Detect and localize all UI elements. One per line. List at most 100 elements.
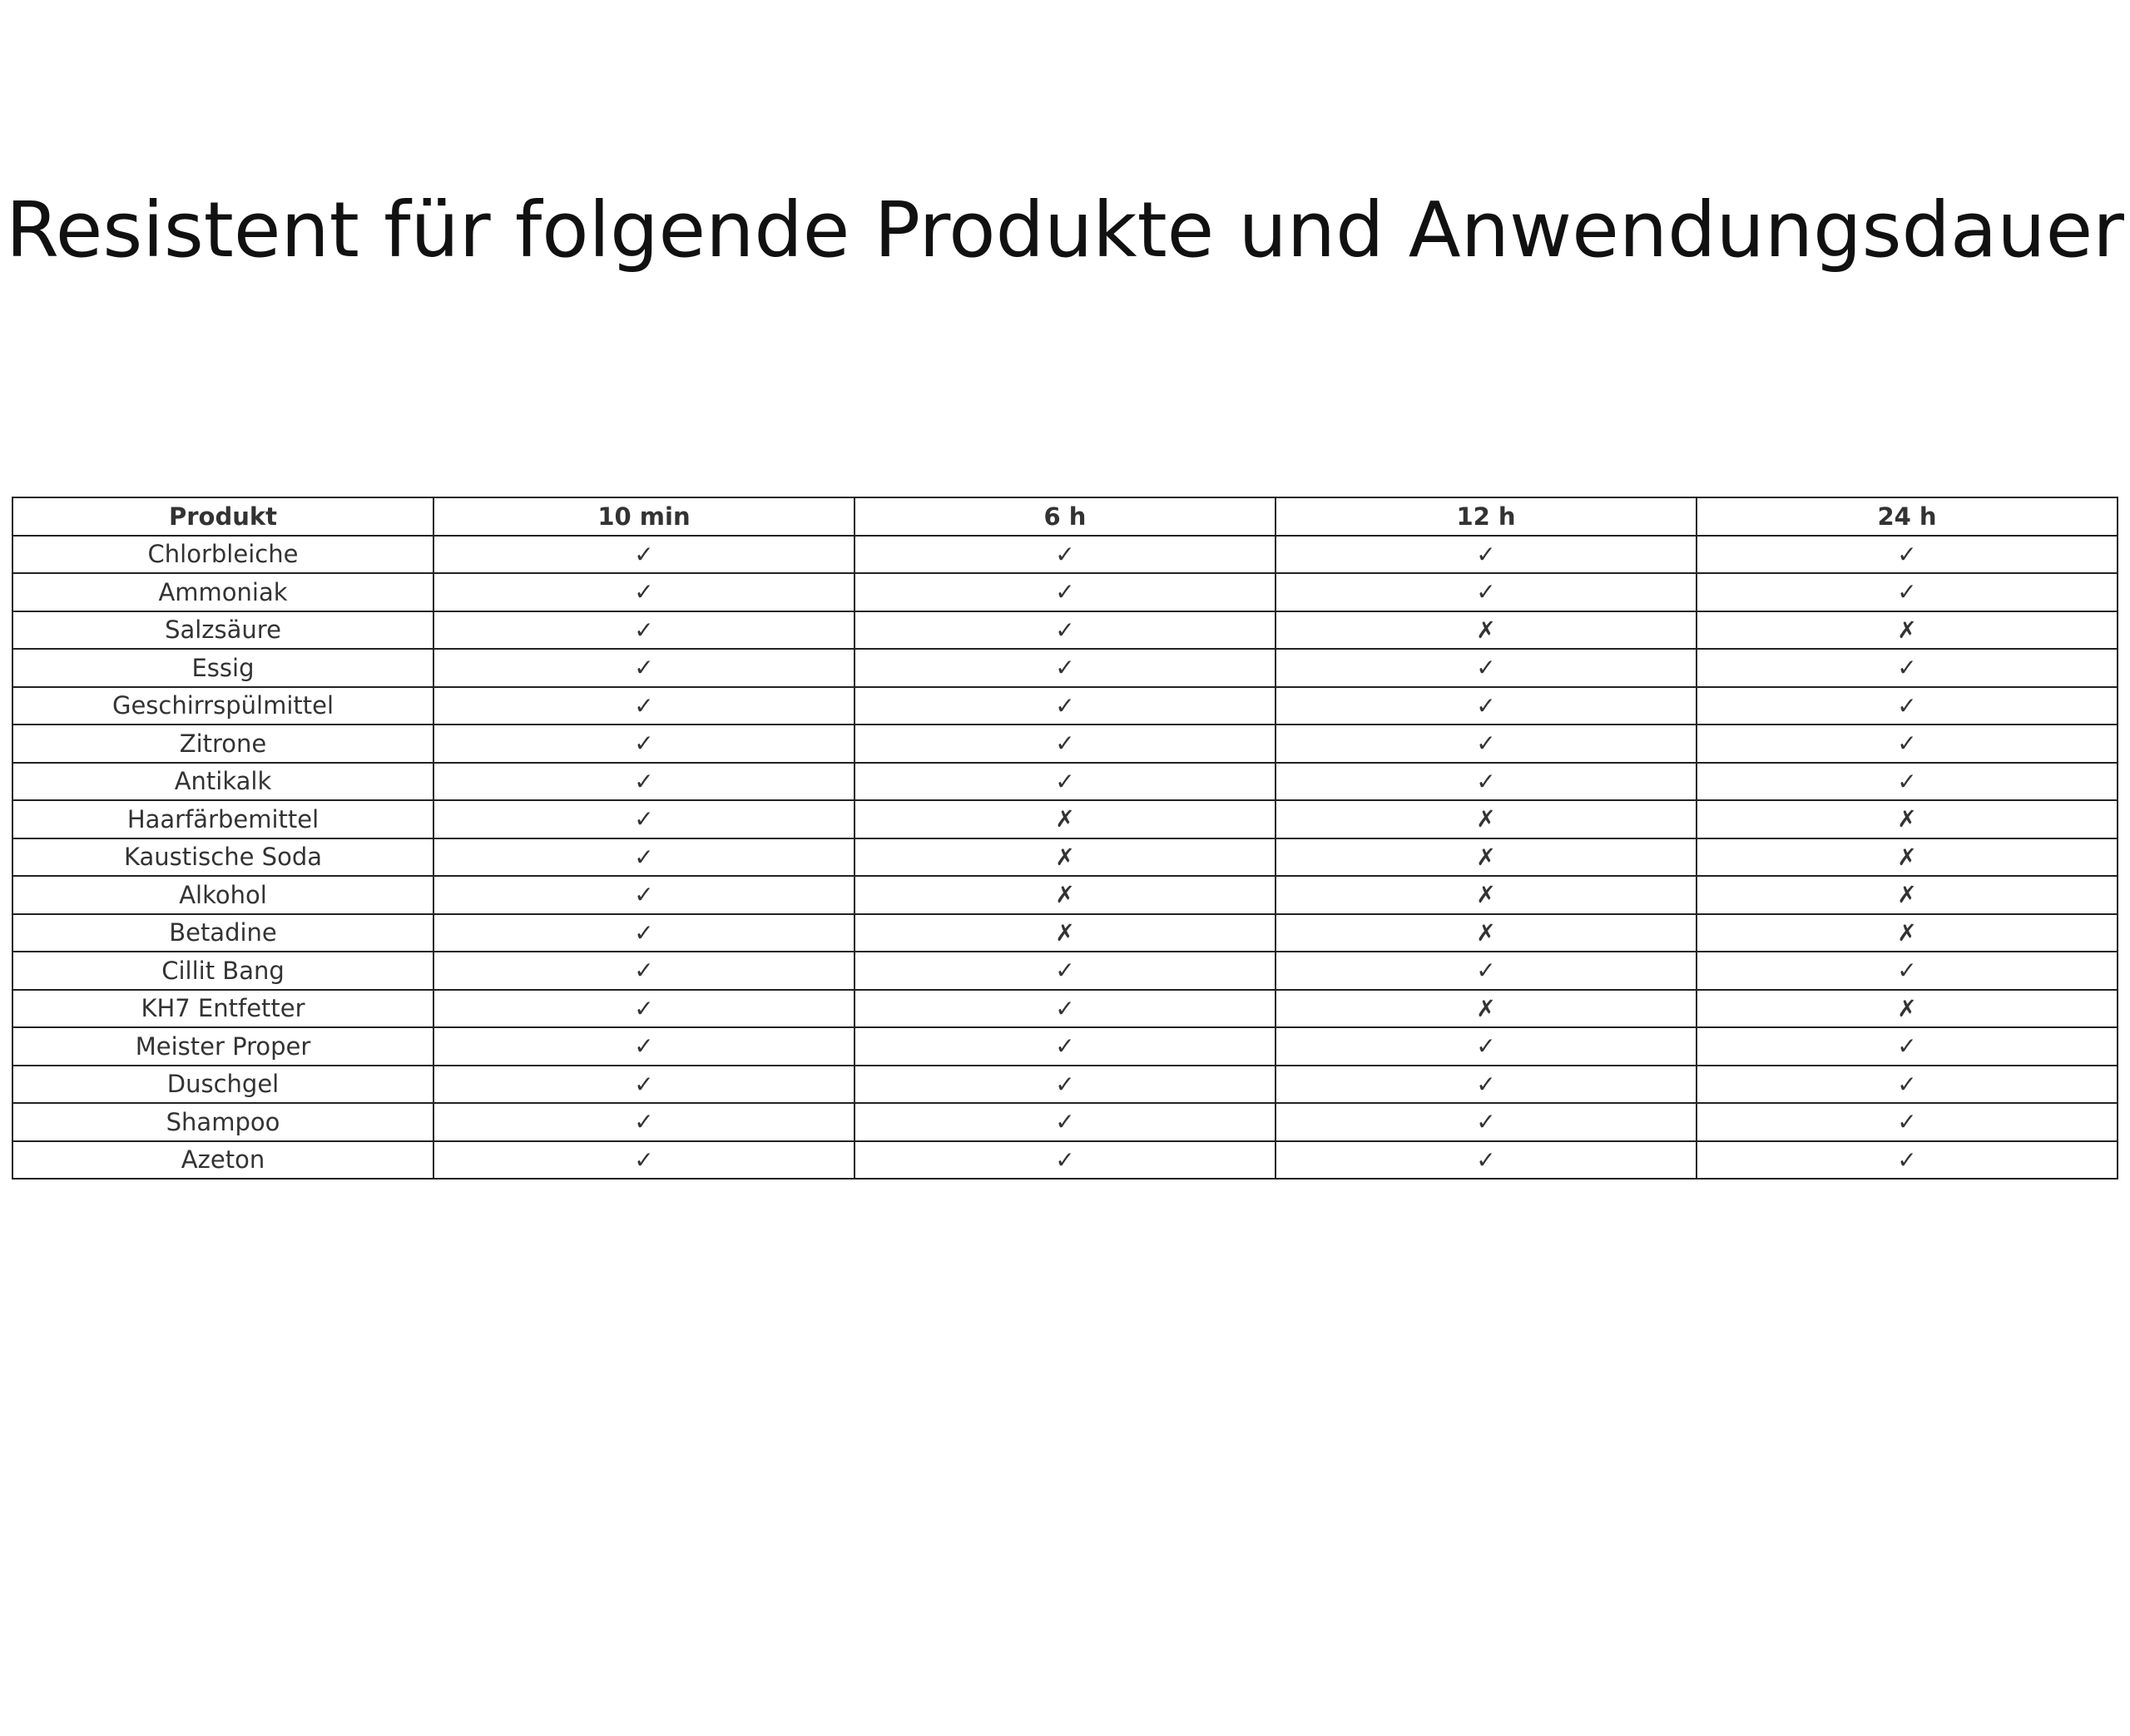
page-title: Resistent für folgende Produkte und Anwe…	[5, 185, 2125, 274]
check-mark-icon: ✓	[433, 837, 855, 877]
check-mark-icon: ✓	[433, 875, 855, 915]
product-name-cell: Geschirrspülmittel	[12, 685, 434, 725]
check-mark-icon: ✓	[433, 799, 855, 839]
table-header: Produkt 10 min 6 h 12 h 24 h	[12, 497, 2118, 537]
product-name-cell: KH7 Entfetter	[12, 988, 434, 1028]
table-row: Shampoo ✓ ✓ ✓ ✓	[12, 1102, 2118, 1142]
check-mark-icon: ✓	[854, 761, 1276, 801]
cross-mark-icon: ✗	[1275, 875, 1697, 915]
check-mark-icon: ✓	[854, 951, 1276, 991]
table-row: Meister Proper ✓ ✓ ✓ ✓	[12, 1026, 2118, 1066]
check-mark-icon: ✓	[854, 534, 1276, 574]
check-mark-icon: ✓	[1696, 1102, 2118, 1142]
product-name-cell: Shampoo	[12, 1102, 434, 1142]
check-mark-icon: ✓	[854, 685, 1276, 725]
check-mark-icon: ✓	[1275, 951, 1697, 991]
product-name-cell: Haarfärbemittel	[12, 799, 434, 839]
check-mark-icon: ✓	[433, 988, 855, 1028]
cross-mark-icon: ✗	[1696, 988, 2118, 1028]
table-row: Antikalk ✓ ✓ ✓ ✓	[12, 761, 2118, 801]
column-header-duration: 12 h	[1275, 497, 1697, 537]
check-mark-icon: ✓	[1696, 724, 2118, 764]
table-row: Zitrone ✓ ✓ ✓ ✓	[12, 724, 2118, 764]
table-row: Essig ✓ ✓ ✓ ✓	[12, 648, 2118, 688]
cross-mark-icon: ✗	[1275, 913, 1697, 952]
product-name-cell: Cillit Bang	[12, 951, 434, 991]
check-mark-icon: ✓	[433, 1102, 855, 1142]
column-header-duration: 10 min	[433, 497, 855, 537]
check-mark-icon: ✓	[1696, 534, 2118, 574]
check-mark-icon: ✓	[1275, 1026, 1697, 1066]
table-row: KH7 Entfetter ✓ ✓ ✗ ✗	[12, 988, 2118, 1028]
check-mark-icon: ✓	[1696, 1064, 2118, 1104]
cross-mark-icon: ✗	[854, 837, 1276, 877]
check-mark-icon: ✓	[433, 648, 855, 688]
product-name-cell: Kaustische Soda	[12, 837, 434, 877]
cross-mark-icon: ✗	[1696, 799, 2118, 839]
resistance-table-container: Produkt 10 min 6 h 12 h 24 h Chlorbleiche ✓ ✓ ✓…	[12, 497, 2118, 1180]
cross-mark-icon: ✗	[1696, 837, 2118, 877]
cross-mark-icon: ✗	[854, 913, 1276, 952]
table-row: Chlorbleiche ✓ ✓ ✓ ✓	[12, 534, 2118, 574]
check-mark-icon: ✓	[854, 724, 1276, 764]
check-mark-icon: ✓	[1275, 534, 1697, 574]
check-mark-icon: ✓	[854, 988, 1276, 1028]
check-mark-icon: ✓	[433, 1064, 855, 1104]
check-mark-icon: ✓	[433, 1026, 855, 1066]
check-mark-icon: ✓	[1275, 648, 1697, 688]
column-header-duration: 6 h	[854, 497, 1276, 537]
check-mark-icon: ✓	[854, 648, 1276, 688]
product-name-cell: Betadine	[12, 913, 434, 952]
check-mark-icon: ✓	[1275, 761, 1697, 801]
product-name-cell: Azeton	[12, 1140, 434, 1180]
check-mark-icon: ✓	[1275, 572, 1697, 612]
product-name-cell: Antikalk	[12, 761, 434, 801]
cross-mark-icon: ✗	[1696, 913, 2118, 952]
cross-mark-icon: ✗	[1275, 610, 1697, 650]
table-row: Betadine ✓ ✗ ✗ ✗	[12, 913, 2118, 952]
check-mark-icon: ✓	[433, 685, 855, 725]
check-mark-icon: ✓	[433, 913, 855, 952]
check-mark-icon: ✓	[1275, 1064, 1697, 1104]
check-mark-icon: ✓	[1696, 648, 2118, 688]
check-mark-icon: ✓	[1275, 685, 1697, 725]
table-row: Ammoniak ✓ ✓ ✓ ✓	[12, 572, 2118, 612]
check-mark-icon: ✓	[1696, 1026, 2118, 1066]
check-mark-icon: ✓	[1696, 685, 2118, 725]
check-mark-icon: ✓	[433, 1140, 855, 1180]
cross-mark-icon: ✗	[1275, 799, 1697, 839]
table-row: Kaustische Soda ✓ ✗ ✗ ✗	[12, 837, 2118, 877]
check-mark-icon: ✓	[433, 572, 855, 612]
table-row: Salzsäure ✓ ✓ ✗ ✗	[12, 610, 2118, 650]
resistance-table: Produkt 10 min 6 h 12 h 24 h Chlorbleiche ✓ ✓ ✓…	[12, 497, 2118, 1180]
check-mark-icon: ✓	[854, 572, 1276, 612]
check-mark-icon: ✓	[854, 1026, 1276, 1066]
product-name-cell: Meister Proper	[12, 1026, 434, 1066]
product-name-cell: Salzsäure	[12, 610, 434, 650]
check-mark-icon: ✓	[433, 951, 855, 991]
product-name-cell: Zitrone	[12, 724, 434, 764]
check-mark-icon: ✓	[1696, 1140, 2118, 1180]
table-row: Cillit Bang ✓ ✓ ✓ ✓	[12, 951, 2118, 991]
table-header-row: Produkt 10 min 6 h 12 h 24 h	[12, 497, 2118, 537]
check-mark-icon: ✓	[1275, 1140, 1697, 1180]
product-name-cell: Essig	[12, 648, 434, 688]
table-row: Duschgel ✓ ✓ ✓ ✓	[12, 1064, 2118, 1104]
column-header-duration: 24 h	[1696, 497, 2118, 537]
table-row: Alkohol ✓ ✗ ✗ ✗	[12, 875, 2118, 915]
cross-mark-icon: ✗	[1696, 875, 2118, 915]
check-mark-icon: ✓	[854, 610, 1276, 650]
product-name-cell: Duschgel	[12, 1064, 434, 1104]
check-mark-icon: ✓	[1696, 951, 2118, 991]
check-mark-icon: ✓	[854, 1102, 1276, 1142]
column-header-product: Produkt	[12, 497, 434, 537]
cross-mark-icon: ✗	[854, 799, 1276, 839]
cross-mark-icon: ✗	[1696, 610, 2118, 650]
cross-mark-icon: ✗	[1275, 837, 1697, 877]
check-mark-icon: ✓	[854, 1064, 1276, 1104]
table-row: Azeton ✓ ✓ ✓ ✓	[12, 1140, 2118, 1180]
product-name-cell: Alkohol	[12, 875, 434, 915]
cross-mark-icon: ✗	[854, 875, 1276, 915]
check-mark-icon: ✓	[1696, 761, 2118, 801]
check-mark-icon: ✓	[1275, 1102, 1697, 1142]
